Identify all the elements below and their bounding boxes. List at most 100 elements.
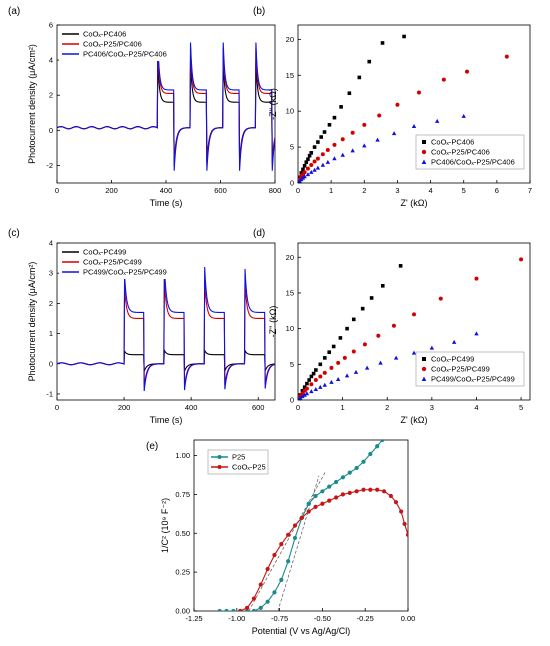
data-point — [384, 433, 388, 437]
x-tick-label: 400 — [160, 186, 173, 195]
data-point — [312, 159, 317, 164]
data-point — [461, 113, 466, 118]
data-point — [279, 542, 284, 547]
data-point — [305, 172, 311, 177]
data-point — [362, 122, 367, 127]
series-line-pc499-coox-p25-pc499 — [57, 265, 275, 392]
y-tick-label: 1 — [49, 329, 53, 338]
data-point — [305, 166, 310, 171]
legend: CoOₓ-PC406CoOₓ-P25/PC406PC406/CoOₓ-P25/P… — [59, 27, 179, 61]
legend-label: CoOₓ-PC406 — [431, 138, 474, 147]
data-point — [302, 174, 307, 179]
data-point — [292, 535, 298, 541]
data-point — [380, 284, 385, 288]
data-point — [302, 170, 307, 175]
y-tick-label: 6 — [49, 21, 53, 30]
data-point — [405, 532, 408, 537]
panel-a: (a) 0 200 400 600 800 -2 0 2 4 6 Time (s) Photocurre… — [8, 6, 281, 208]
y-tick-label: 4 — [49, 239, 53, 248]
data-point — [320, 152, 325, 157]
data-point — [312, 145, 317, 149]
data-point — [313, 493, 318, 499]
legend-label: CoOₓ-P25/PC499 — [431, 365, 490, 374]
data-point — [357, 75, 362, 80]
data-point — [351, 317, 356, 322]
data-point — [309, 169, 314, 174]
legend-label: CoOₓ-PC499 — [83, 248, 126, 257]
y-tick-label: 15 — [286, 71, 294, 80]
legend-label: CoOₓ-P25/PC406 — [431, 148, 490, 157]
legend-label: PC406/CoOₓ-P25/PC406 — [83, 50, 167, 59]
y-axis-label: Photocurrent density (μA/cm²) — [27, 44, 37, 164]
data-point — [302, 392, 307, 397]
x-tick-label: 3 — [395, 186, 399, 195]
data-point — [393, 355, 399, 360]
y-tick-label: 20 — [286, 35, 294, 44]
data-point — [314, 368, 318, 372]
data-point — [347, 91, 352, 96]
data-point — [351, 349, 356, 354]
data-point — [299, 171, 304, 175]
y-tick-label: 5 — [290, 360, 294, 369]
data-point — [300, 394, 305, 399]
plot-area — [57, 42, 275, 171]
data-point — [309, 389, 314, 394]
data-point — [378, 360, 383, 365]
x-tick-label: -1.25 — [185, 614, 202, 623]
data-point — [319, 135, 323, 139]
legend-label: CoOₓ-P25/PC499 — [83, 258, 142, 267]
data-point — [304, 386, 309, 391]
series-line-pc406-coox-p25-pc406 — [57, 42, 275, 171]
data-point — [377, 113, 382, 118]
data-point — [316, 140, 320, 144]
y-tick-label: 4 — [49, 56, 53, 65]
data-point — [367, 59, 372, 64]
data-point — [340, 137, 345, 142]
data-point — [312, 167, 317, 172]
data-point — [354, 489, 359, 494]
data-point — [333, 479, 339, 485]
data-point — [368, 487, 373, 492]
data-point — [258, 605, 263, 610]
data-point — [306, 509, 311, 514]
data-point — [231, 608, 236, 611]
data-point — [258, 582, 263, 587]
data-point — [402, 521, 407, 527]
legend-label: CoOₓ-PC499 — [431, 355, 474, 364]
data-point — [300, 388, 305, 393]
data-point — [391, 131, 397, 136]
fit-line — [277, 475, 320, 611]
x-tick-label: 200 — [105, 186, 118, 195]
data-point — [313, 378, 318, 383]
data-point — [361, 487, 366, 492]
data-point — [322, 356, 327, 360]
data-point — [333, 495, 339, 500]
data-point — [402, 34, 406, 39]
x-axis-label: Time (s) — [150, 415, 183, 425]
data-point — [315, 165, 321, 170]
data-point — [350, 148, 355, 153]
plot-area — [57, 265, 275, 392]
data-point — [375, 444, 380, 449]
x-tick-label: 0 — [55, 186, 59, 195]
data-point — [307, 153, 312, 158]
x-axis-label: Z' (kΩ) — [401, 415, 428, 425]
plot-area — [298, 257, 524, 400]
x-tick-label: 0.00 — [401, 614, 416, 623]
data-point — [306, 501, 311, 506]
data-point — [369, 296, 374, 300]
legend-marker — [217, 465, 222, 469]
data-point — [327, 484, 332, 489]
x-tick-label: -0.75 — [271, 614, 288, 623]
x-tick-label: 7 — [528, 186, 532, 195]
legend-label: PC499/CoOₓ-P25/PC499 — [83, 268, 167, 277]
x-axis-label: Potential (V vs Ag/Ag/Cl) — [252, 626, 351, 636]
data-point — [451, 339, 457, 344]
x-tick-label: 2 — [362, 186, 366, 195]
legend-marker — [421, 149, 427, 155]
legend-marker — [421, 376, 427, 381]
fit-line — [248, 470, 327, 611]
x-tick-label: 0 — [296, 403, 300, 412]
data-point — [299, 515, 304, 520]
